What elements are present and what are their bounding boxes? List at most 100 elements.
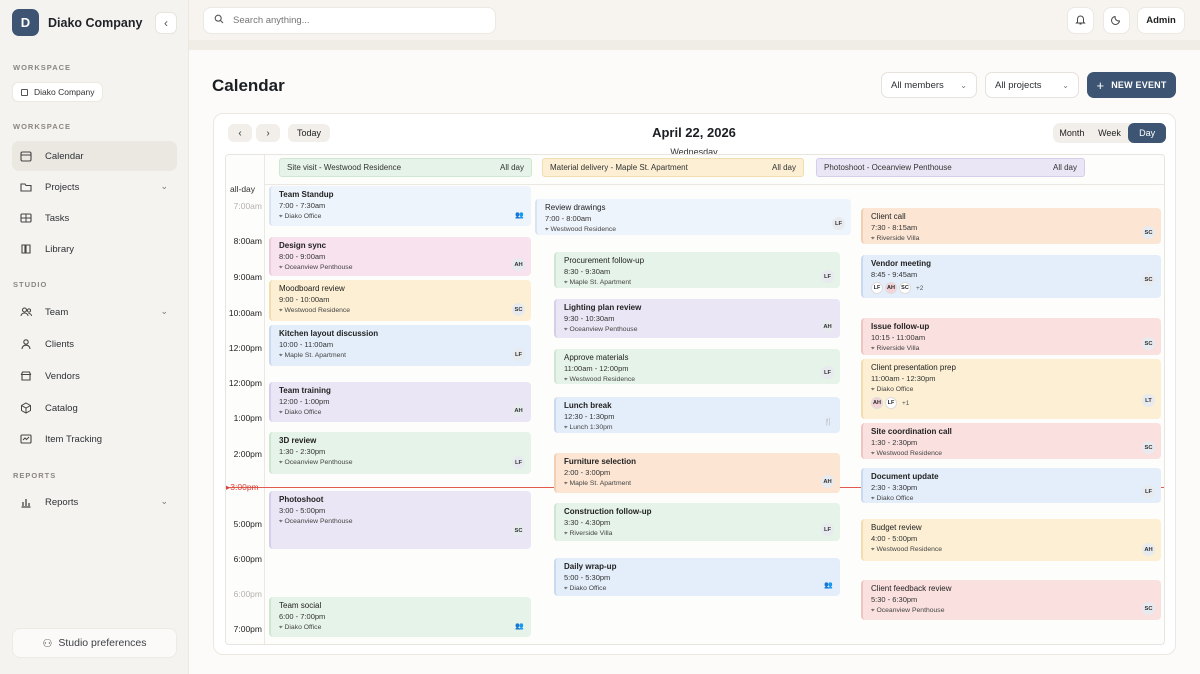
time-label: 2:00pm: [233, 449, 262, 459]
event-location: Oceanview Penthouse: [564, 325, 832, 335]
sidebar-item-clients[interactable]: Clients: [12, 329, 177, 359]
calendar-event[interactable]: Client presentation prep 11:00am - 12:30…: [861, 359, 1161, 419]
event-time: 6:00 - 7:00pm: [279, 612, 326, 621]
previous-day-button[interactable]: ‹: [228, 124, 252, 142]
calendar-event[interactable]: Document update 2:30 - 3:30pm Diako Offi…: [861, 468, 1161, 503]
search-input[interactable]: [233, 15, 473, 26]
sidebar-item-calendar[interactable]: Calendar: [12, 141, 177, 171]
sidebar-item-projects[interactable]: Projects ⌄: [12, 172, 177, 202]
calendar-event[interactable]: 3D review 1:30 - 2:30pm Oceanview Pentho…: [269, 432, 531, 474]
plus-icon: +: [1096, 77, 1105, 93]
all-day-event[interactable]: Photoshoot - Oceanview Penthouse All day: [816, 158, 1085, 177]
current-time-label: ▸3:00pm: [226, 482, 259, 492]
event-location: Riverside Villa: [871, 344, 1153, 354]
search-box[interactable]: [203, 7, 496, 34]
chevron-right-icon: ›: [266, 127, 270, 139]
time-label: 9:00am: [233, 272, 262, 282]
main-content: Calendar All members ⌄ All projects ⌄ + …: [189, 40, 1200, 674]
event-time: 9:30 - 10:30am: [564, 314, 615, 323]
calendar-event[interactable]: Review drawings 7:00 - 8:00am Westwood R…: [535, 199, 851, 235]
sidebar-item-team[interactable]: Team ⌄: [12, 297, 177, 327]
members-filter[interactable]: All members ⌄: [881, 72, 977, 98]
calendar-event[interactable]: Site coordination call 1:30 - 2:30pm Wes…: [861, 423, 1161, 459]
calendar-event[interactable]: Team Standup 7:00 - 7:30am Diako Office …: [269, 186, 531, 226]
collapse-sidebar-button[interactable]: ‹: [155, 11, 177, 34]
chevron-down-icon: ⌄: [160, 181, 168, 191]
event-title: Team training: [279, 386, 331, 395]
calendar-event[interactable]: Client call 7:30 - 8:15am Riverside Vill…: [861, 208, 1161, 244]
sidebar-item-label: Tasks: [45, 212, 70, 224]
calendar-event[interactable]: Lighting plan review 9:30 - 10:30am Ocea…: [554, 299, 840, 338]
day-grid: all-day Site visit - Westwood Residence …: [225, 154, 1165, 645]
all-day-event[interactable]: Material delivery - Maple St. Apartment …: [542, 158, 804, 177]
event-location: Westwood Residence: [871, 545, 1153, 555]
calendar-event[interactable]: Vendor meeting 8:45 - 9:45am LF AH SC +2…: [861, 255, 1161, 298]
notifications-button[interactable]: [1067, 7, 1094, 34]
calendar-event[interactable]: Construction follow-up 3:30 - 4:30pm Riv…: [554, 503, 840, 541]
time-label: 10:00am: [228, 308, 262, 318]
event-location: Oceanview Penthouse: [279, 517, 523, 527]
calendar-event[interactable]: Design sync 8:00 - 9:00am Oceanview Pent…: [269, 237, 531, 276]
sidebar-item-vendors[interactable]: Vendors: [12, 361, 177, 391]
event-title: Team social: [279, 601, 322, 610]
sidebar-item-library[interactable]: Library: [12, 234, 177, 264]
new-event-button[interactable]: + NEW EVENT: [1087, 72, 1176, 98]
view-week-button[interactable]: Week: [1098, 128, 1121, 138]
calendar-event[interactable]: Issue follow-up 10:15 - 11:00am Riversid…: [861, 318, 1161, 355]
event-time: 7:30 - 8:15am: [871, 223, 918, 232]
event-time: 8:30 - 9:30am: [564, 267, 611, 276]
view-day-button[interactable]: Day: [1128, 123, 1167, 143]
assignee-avatar: SC: [1142, 273, 1155, 286]
view-month-button[interactable]: Month: [1059, 128, 1085, 138]
calendar-event[interactable]: Team training 12:00 - 1:00pm Diako Offic…: [269, 382, 531, 422]
sidebar-item-tasks[interactable]: Tasks: [12, 203, 177, 233]
calendar-event[interactable]: Approve materials 11:00am - 12:00pm West…: [554, 349, 840, 384]
calendar-event[interactable]: Team social 6:00 - 7:00pm Diako Office 👥: [269, 597, 531, 637]
chevron-down-icon: ⌄: [160, 306, 168, 316]
workspace-switcher[interactable]: Diako Company: [12, 82, 104, 102]
theme-toggle-button[interactable]: [1103, 7, 1130, 34]
event-title: Design sync: [279, 241, 327, 250]
event-location: Westwood Residence: [279, 306, 523, 316]
person-icon: [19, 337, 33, 351]
sidebar-item-label: Calendar: [45, 150, 84, 162]
bar-chart-icon: [19, 495, 33, 509]
calendar-event[interactable]: Daily wrap-up 5:00 - 5:30pm Diako Office…: [554, 558, 840, 596]
all-day-event-title: Site visit - Westwood Residence: [287, 163, 402, 172]
calendar-event[interactable]: Moodboard review 9:00 - 10:00am Westwood…: [269, 280, 531, 321]
assignee-avatar: LF: [512, 348, 525, 361]
admin-menu-button[interactable]: Admin: [1137, 7, 1185, 34]
assignee-avatar: AH: [821, 320, 834, 333]
assignee-avatar: LF: [821, 270, 834, 283]
event-location: Riverside Villa: [564, 529, 832, 539]
sidebar-item-item-tracking[interactable]: Item Tracking: [12, 424, 177, 454]
sidebar-item-label: Clients: [45, 338, 75, 350]
time-label: 1:00pm: [233, 413, 262, 423]
event-time: 8:00 - 9:00am: [279, 252, 326, 261]
event-time: 11:00am - 12:30pm: [871, 374, 936, 383]
calendar-event[interactable]: Photoshoot 3:00 - 5:00pm Oceanview Penth…: [269, 491, 531, 549]
next-day-button[interactable]: ›: [256, 124, 280, 142]
brand[interactable]: D Diako Company ‹: [12, 9, 177, 36]
sidebar-item-catalog[interactable]: Catalog: [12, 393, 177, 423]
calendar-event[interactable]: Client feedback review 5:30 - 6:30pm Oce…: [861, 580, 1161, 620]
sidebar-item-reports[interactable]: Reports ⌄: [12, 487, 177, 517]
studio-preferences-button[interactable]: ⚇ Studio preferences: [12, 628, 177, 658]
calendar-event[interactable]: Kitchen layout discussion 10:00 - 11:00a…: [269, 325, 531, 366]
event-location: Riverside Villa: [871, 234, 1153, 244]
calendar-event[interactable]: Lunch break 12:30 - 1:30pm Lunch 1:30pm …: [554, 397, 840, 433]
projects-filter[interactable]: All projects ⌄: [985, 72, 1079, 98]
assignee-avatar: LT: [1142, 394, 1155, 407]
calendar-event[interactable]: Procurement follow-up 8:30 - 9:30am Mapl…: [554, 252, 840, 288]
calendar-event[interactable]: Budget review 4:00 - 5:00pm Westwood Res…: [861, 519, 1161, 561]
event-location: Diako Office: [279, 212, 523, 222]
event-location: Westwood Residence: [564, 375, 832, 384]
more-attendees-count: +2: [916, 284, 924, 292]
studio-preferences-label: Studio preferences: [58, 637, 147, 649]
event-location: Diako Office: [871, 385, 1153, 395]
assignee-avatar: LF: [512, 456, 525, 469]
calendar-event[interactable]: Furniture selection 2:00 - 3:00pm Maple …: [554, 453, 840, 493]
attendee-avatar: LF: [885, 397, 897, 409]
today-button[interactable]: Today: [288, 124, 330, 142]
all-day-event[interactable]: Site visit - Westwood Residence All day: [279, 158, 532, 177]
